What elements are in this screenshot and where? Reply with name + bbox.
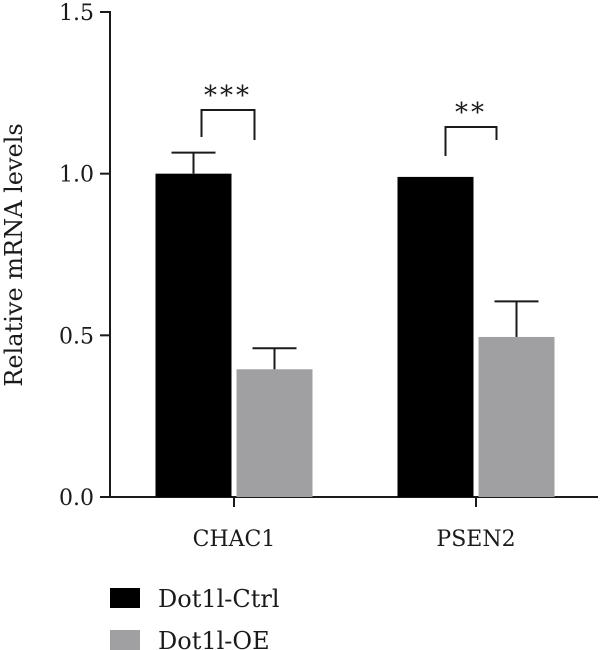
significance-markers: *****: [200, 81, 498, 156]
bar-psen2-dot1l-ctrl: [397, 176, 474, 497]
x-tick-label: PSEN2: [436, 527, 515, 552]
bar-chac1-dot1l-oe: [236, 369, 313, 497]
significance-bracket: [200, 109, 256, 140]
bars: [155, 173, 555, 497]
significance-label: **: [455, 98, 487, 128]
x-tick-label: CHAC1: [193, 527, 276, 552]
y-tick-label: 0.0: [59, 486, 94, 511]
y-axis-title: Relative mRNA levels: [0, 123, 28, 386]
y-tick-label: 0.5: [59, 324, 94, 349]
legend-label: Dot1l-Ctrl: [158, 585, 280, 613]
significance-bracket: [444, 126, 498, 156]
y-tick-label: 1.5: [59, 1, 94, 26]
legend-swatch: [110, 630, 140, 650]
y-ticks: 0.0 0.5 1.0 1.5: [59, 1, 110, 511]
legend: Dot1l-Ctrl Dot1l-OE: [110, 585, 280, 650]
x-ticks: CHAC1 PSEN2: [193, 497, 516, 552]
legend-swatch: [110, 588, 140, 608]
error-bars: [171, 151, 539, 370]
bar-chac1-dot1l-ctrl: [155, 173, 232, 497]
bar-psen2-dot1l-oe: [478, 336, 555, 497]
legend-label: Dot1l-OE: [158, 627, 270, 650]
y-tick-label: 1.0: [59, 163, 94, 188]
significance-label: ***: [204, 81, 252, 111]
